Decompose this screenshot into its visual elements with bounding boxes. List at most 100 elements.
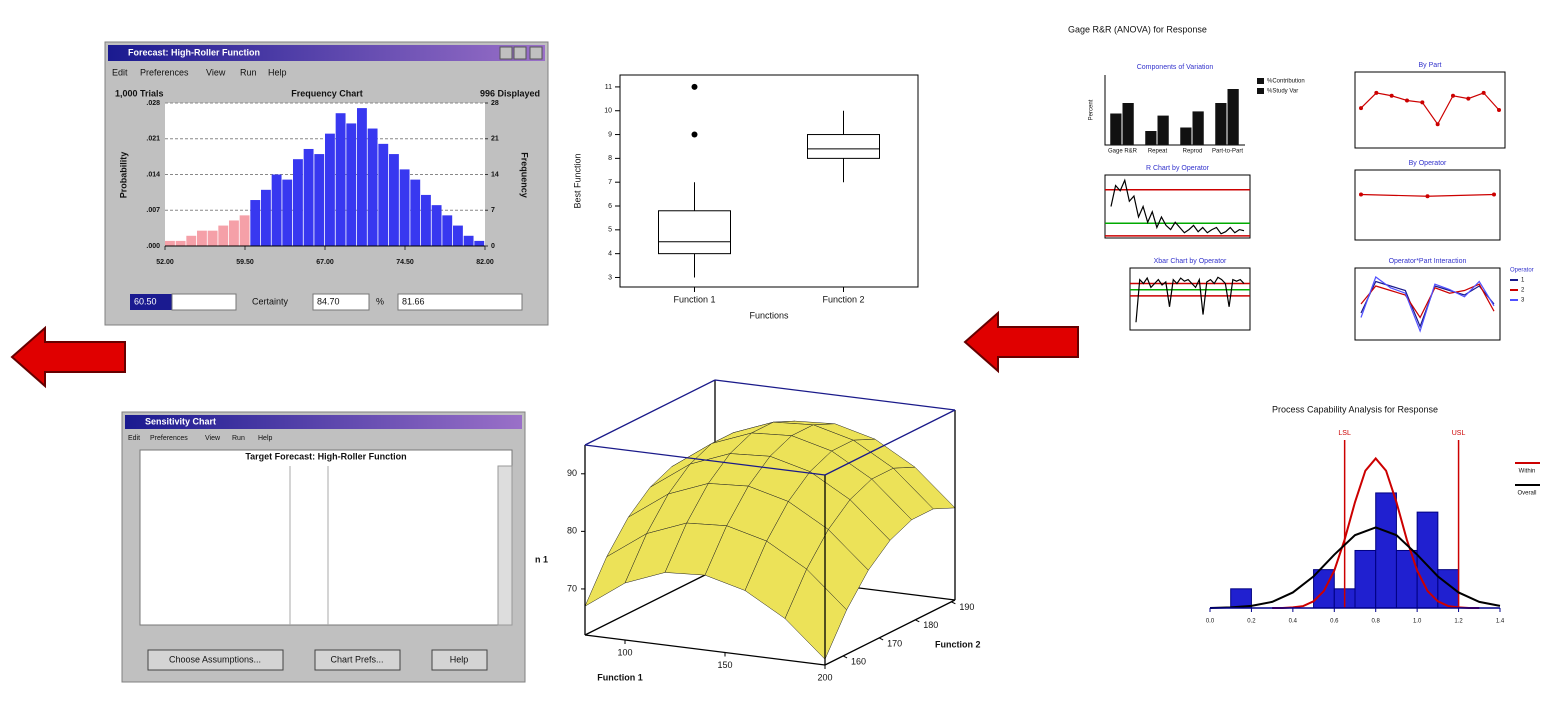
y-tick-label: 8	[608, 155, 612, 162]
bar	[1145, 131, 1156, 145]
x-tick-label: 82.00	[476, 259, 494, 266]
bar	[208, 231, 218, 246]
y-tick-label: .014	[146, 171, 160, 178]
bar	[176, 241, 186, 246]
bar	[442, 215, 452, 246]
marker	[1420, 100, 1424, 104]
menu-item[interactable]: Help	[258, 435, 273, 442]
button-label[interactable]: Help	[450, 654, 469, 664]
plot-frame	[1355, 170, 1500, 240]
marker	[1482, 91, 1486, 95]
gage-title: Gage R&R (ANOVA) for Response	[1068, 24, 1207, 34]
certainty-value: 84.70	[317, 296, 340, 306]
x-tick-label: 0.2	[1247, 619, 1256, 625]
menu-item[interactable]: View	[206, 67, 226, 77]
y-tick-label: 5	[608, 227, 612, 234]
marker	[1359, 193, 1363, 197]
legend-label: 3	[1521, 298, 1525, 304]
scrollbar[interactable]	[498, 466, 512, 625]
window-button[interactable]	[514, 47, 526, 59]
box-edge	[715, 380, 955, 410]
legend-swatch	[1257, 88, 1264, 94]
chart-title: Operator*Part Interaction	[1389, 258, 1467, 265]
y2-tick-label: 0	[491, 243, 495, 250]
x-tick-label: 0.8	[1372, 619, 1381, 625]
menu-item[interactable]: Edit	[112, 67, 128, 77]
button-label[interactable]: Chart Prefs...	[330, 654, 383, 664]
menu-item[interactable]: Preferences	[150, 435, 188, 442]
chart-title: Components of Variation	[1137, 64, 1214, 71]
y-axis-label: Function 2	[935, 639, 981, 649]
bar	[1180, 128, 1191, 146]
box	[659, 211, 731, 254]
x-tick-label: Repeat	[1148, 149, 1168, 155]
marker	[1497, 108, 1501, 112]
bar	[336, 113, 346, 246]
window-button[interactable]	[530, 47, 542, 59]
x-tick-label: 59.50	[236, 259, 254, 266]
marker	[1359, 106, 1363, 110]
window-title: Forecast: High-Roller Function	[128, 47, 260, 57]
menu-item[interactable]: Help	[268, 67, 287, 77]
bar	[1228, 89, 1239, 145]
bar	[1193, 111, 1204, 145]
certainty-label: Certainty	[252, 296, 289, 306]
y-tick-label: .021	[146, 136, 160, 143]
y2-tick-label: 21	[491, 136, 499, 143]
bar	[432, 205, 442, 246]
plot-frame	[1130, 268, 1250, 330]
x-tick-label: 52.00	[156, 259, 174, 266]
menu-item[interactable]: Preferences	[140, 67, 189, 77]
x-tick-label: 1.4	[1496, 619, 1505, 625]
bar	[293, 159, 303, 246]
y2-axis-label: Frequency	[520, 152, 530, 198]
field[interactable]	[172, 294, 236, 310]
bar	[240, 215, 250, 246]
legend-label: 1	[1521, 278, 1525, 284]
tick-mark	[951, 602, 955, 604]
marker	[1492, 193, 1496, 197]
data-line	[1361, 93, 1499, 124]
z-axis-label: n 1	[535, 554, 548, 564]
tick-mark	[879, 638, 883, 640]
bar	[1215, 103, 1226, 145]
y-tick-label: .028	[146, 100, 160, 107]
x-tick-label: 0.6	[1330, 619, 1339, 625]
x-tick-label: 200	[817, 672, 832, 682]
z-tick-label: 80	[567, 526, 577, 536]
data-line	[1361, 282, 1494, 327]
y-tick-label: .000	[146, 243, 160, 250]
menu-item[interactable]: View	[205, 435, 221, 442]
bar	[314, 154, 324, 246]
y-tick-label: 6	[608, 203, 612, 210]
arrow	[965, 313, 1078, 371]
x-tick-label: Function 2	[822, 294, 864, 304]
outlier	[692, 84, 698, 90]
bar	[346, 123, 356, 246]
bar	[272, 175, 282, 247]
menu-item[interactable]: Edit	[128, 435, 140, 442]
x-tick-label: 74.50	[396, 259, 414, 266]
legend-label: Within	[1519, 469, 1536, 475]
outlier	[692, 132, 698, 138]
window-button[interactable]	[500, 47, 512, 59]
displayed: 996 Displayed	[480, 88, 540, 98]
y-axis-label: Probability	[118, 152, 128, 199]
field-value: 81.66	[402, 296, 425, 306]
button-label[interactable]: Choose Assumptions...	[169, 654, 261, 664]
trials: 1,000 Trials	[115, 88, 164, 98]
x-tick-label: 150	[717, 660, 732, 670]
x-axis-label: Function 1	[597, 672, 643, 682]
tick-mark	[915, 620, 919, 622]
menu-item[interactable]: Run	[240, 67, 257, 77]
legend-label: 2	[1521, 288, 1525, 294]
chart-title: Frequency Chart	[291, 88, 363, 98]
x-tick-label: Function 1	[673, 294, 715, 304]
menu-item[interactable]: Run	[232, 435, 245, 442]
y-tick-label: 3	[608, 274, 612, 281]
y2-tick-label: 7	[491, 207, 495, 214]
chart-header: Target Forecast: High-Roller Function	[245, 451, 406, 461]
bar	[1123, 103, 1134, 145]
legend-swatch	[1257, 78, 1264, 84]
y-tick-label: 4	[608, 250, 612, 257]
